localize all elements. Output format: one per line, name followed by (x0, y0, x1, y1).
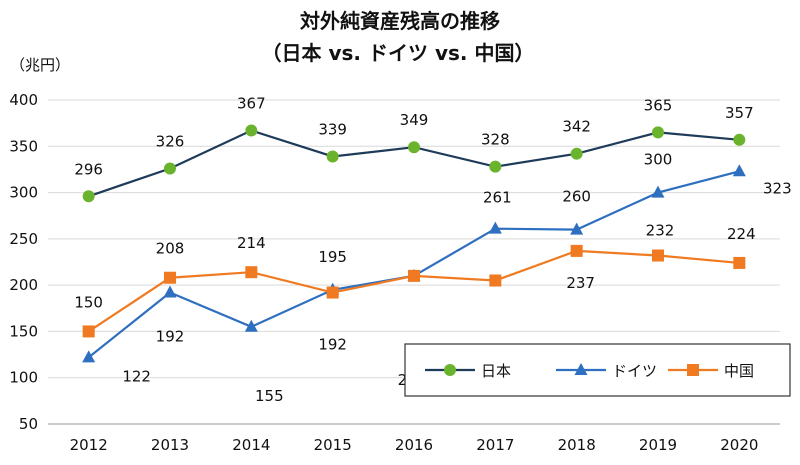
y-axis-ticks: 50 100 150 200 250 300 350 400 (9, 91, 38, 433)
data-point-japan (733, 133, 746, 146)
data-label-japan: 367 (237, 95, 266, 113)
data-label-germany: 323 (763, 179, 792, 197)
series-layer (82, 124, 746, 363)
x-tick-label: 2013 (151, 436, 189, 454)
data-point-japan (326, 150, 339, 163)
data-point-germany (570, 222, 584, 235)
chart-title: 対外純資産残高の推移 (299, 9, 500, 33)
data-point-china (326, 286, 339, 299)
data-point-china (652, 249, 664, 262)
data-label-japan: 339 (318, 120, 347, 138)
y-tick-label: 50 (19, 415, 38, 433)
series-line-germany (87, 170, 740, 359)
legend-marker-germany (574, 363, 588, 375)
data-label-china: 214 (237, 234, 266, 252)
data-point-germany (488, 221, 502, 234)
y-tick-label: 200 (9, 276, 38, 294)
data-label-japan: 326 (156, 133, 185, 151)
data-point-germany (163, 285, 177, 298)
series-line-china (88, 249, 740, 333)
data-label-germany: 155 (255, 387, 284, 405)
data-point-germany (732, 164, 746, 177)
data-label-germany: 195 (318, 248, 347, 266)
data-point-japan (489, 160, 502, 173)
data-point-japan (245, 124, 258, 137)
series-line-japan (88, 129, 740, 198)
legend-marker-china (687, 364, 699, 376)
data-point-china (733, 256, 746, 269)
y-tick-label: 150 (9, 322, 38, 340)
data-label-germany: 260 (562, 188, 591, 206)
data-label-china: 232 (646, 222, 675, 240)
data-point-germany (651, 185, 665, 198)
legend-label-japan: 日本 (481, 362, 511, 380)
data-label-japan: 296 (74, 160, 103, 178)
x-tick-label: 2017 (476, 436, 514, 454)
x-tick-label: 2016 (395, 436, 433, 454)
y-tick-label: 250 (9, 230, 38, 248)
x-tick-label: 2019 (639, 436, 677, 454)
data-label-china: 208 (156, 240, 185, 258)
legend-label-china: 中国 (724, 362, 754, 380)
x-tick-label: 2018 (558, 436, 596, 454)
data-label-china: 237 (566, 274, 595, 292)
data-label-japan: 357 (725, 104, 754, 122)
y-tick-label: 100 (9, 369, 38, 387)
y-tick-label: 350 (9, 137, 38, 155)
data-point-japan (570, 147, 583, 160)
x-tick-label: 2020 (720, 436, 758, 454)
x-tick-label: 2015 (314, 436, 352, 454)
data-point-china (408, 269, 420, 282)
data-point-china (489, 274, 502, 287)
x-axis-ticks: 2012 2013 2014 2015 2016 2017 2018 2019 2020 (70, 436, 759, 454)
data-label-germany: 192 (156, 328, 185, 346)
gridlines (48, 99, 780, 425)
data-label-germany: 122 (122, 367, 151, 385)
data-point-japan (408, 141, 420, 154)
data-label-china: 192 (318, 336, 347, 354)
data-point-china (164, 271, 176, 284)
data-point-japan (164, 162, 176, 175)
data-point-china (245, 266, 258, 279)
data-point-germany (82, 350, 96, 363)
data-point-china (82, 325, 95, 338)
y-tick-label: 400 (9, 91, 38, 109)
x-tick-label: 2014 (232, 436, 270, 454)
data-label-china: 224 (727, 225, 756, 243)
data-label-china: 150 (74, 293, 103, 311)
data-label-germany: 261 (483, 189, 512, 207)
legend: 日本 ドイツ 中国 (404, 343, 791, 397)
data-point-japan (82, 190, 95, 203)
x-tick-label: 2012 (70, 436, 108, 454)
data-label-japan: 342 (562, 118, 591, 136)
data-label-japan: 328 (481, 131, 510, 149)
data-point-china (570, 244, 583, 257)
legend-marker-japan (444, 364, 456, 376)
data-label-germany: 300 (644, 151, 673, 169)
data-point-japan (652, 126, 664, 139)
y-tick-label: 300 (9, 184, 38, 202)
y-axis-unit-label: （兆円） (10, 56, 70, 74)
legend-label-germany: ドイツ (612, 362, 657, 380)
data-label-japan: 349 (400, 111, 429, 129)
data-point-germany (244, 319, 258, 332)
data-label-japan: 365 (644, 96, 673, 114)
chart-subtitle: （日本 vs. ドイツ vs. 中国） (262, 41, 535, 65)
